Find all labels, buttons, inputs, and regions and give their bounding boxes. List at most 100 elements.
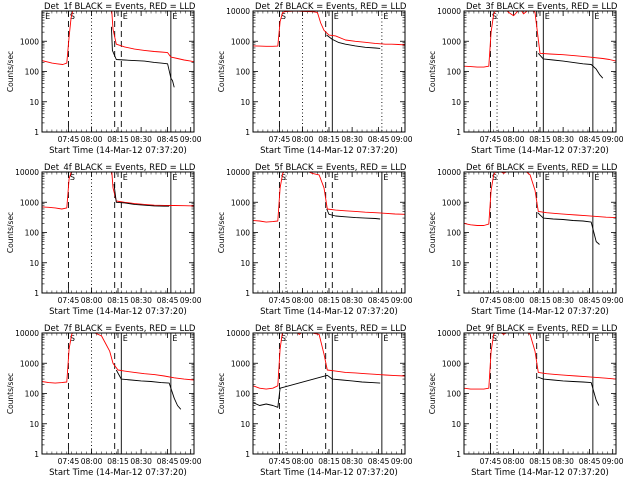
x-tick-label: 08:45	[157, 135, 179, 144]
series-events	[326, 34, 381, 49]
x-tick-label: 08:15	[107, 296, 129, 305]
y-tick-label: 10000	[226, 168, 250, 177]
series-group	[464, 11, 616, 79]
y-tick-label: 10	[451, 98, 461, 107]
x-tick-label: 08:00	[81, 135, 103, 144]
x-tick-label: 08:45	[368, 457, 390, 466]
y-tick-label: 1	[245, 450, 250, 459]
x-tick-label: 08:30	[341, 296, 363, 305]
plot-frame	[463, 10, 617, 133]
chart-panel-6: Det_6f BLACK = Events, RED = LLD Start Ti…	[428, 163, 624, 317]
y-tick-label: 1	[456, 128, 461, 137]
series-group	[42, 11, 194, 88]
x-tick-label: 08:45	[579, 457, 601, 466]
x-tick-label: 07:45	[480, 296, 502, 305]
chart-title: Det_6f BLACK = Events, RED = LLD	[466, 163, 618, 173]
series-group	[464, 172, 616, 245]
x-tick-label: 08:00	[292, 457, 314, 466]
x-tick-label: 07:45	[58, 296, 80, 305]
x-tick-label: 07:45	[269, 135, 291, 144]
y-tick-label: 10000	[15, 329, 39, 338]
series-group	[253, 11, 405, 49]
chart-panel-2: Det_2f BLACK = Events, RED = LLD Start Ti…	[217, 2, 413, 156]
y-tick-label: 1000	[231, 37, 250, 46]
series-group	[464, 333, 616, 406]
x-tick-label: 08:00	[81, 296, 103, 305]
y-tick-label: 10	[240, 420, 250, 429]
x-tick-label: 08:00	[292, 135, 314, 144]
x-tick-label: 08:00	[503, 457, 525, 466]
plot-frame	[252, 10, 406, 133]
x-tick-label: 08:15	[529, 296, 551, 305]
series-events	[537, 376, 600, 406]
x-tick-label: 08:45	[368, 296, 390, 305]
y-axis-label: Counts/sec	[217, 212, 226, 253]
marker-label: S	[492, 334, 497, 343]
x-axis-label: Start Time (14-Mar-12 07:37:20)	[49, 307, 187, 317]
y-tick-label: 10	[29, 420, 39, 429]
series-group	[42, 172, 194, 210]
x-tick-label: 08:30	[341, 457, 363, 466]
y-tick-label: 1	[456, 450, 461, 459]
marker-label: E	[545, 173, 550, 182]
x-tick-label: 08:45	[157, 457, 179, 466]
x-tick-label: 08:45	[368, 135, 390, 144]
marker-label: S	[70, 173, 75, 182]
series-lld	[42, 333, 194, 384]
chart-title: Det_8f BLACK = Events, RED = LLD	[255, 324, 407, 334]
y-axis-label: Counts/sec	[428, 212, 437, 253]
chart-panel-5: Det_5f BLACK = Events, RED = LLD Start Ti…	[217, 163, 413, 317]
series-lld	[42, 172, 194, 210]
marker-label: E	[594, 12, 599, 21]
x-tick-label: 08:15	[318, 296, 340, 305]
marker-label: E	[172, 12, 177, 21]
x-tick-label: 08:45	[157, 296, 179, 305]
plot-frame	[252, 171, 406, 294]
series-events	[113, 183, 170, 207]
y-tick-label: 10	[451, 259, 461, 268]
x-axis-label: Start Time (14-Mar-12 07:37:20)	[471, 468, 609, 478]
y-tick-label: 1000	[231, 359, 250, 368]
x-axis-label: Start Time (14-Mar-12 07:37:20)	[260, 146, 398, 156]
x-tick-label: 09:00	[180, 296, 202, 305]
marker-label: E	[45, 12, 50, 21]
y-tick-label: 10000	[15, 168, 39, 177]
y-tick-label: 10	[29, 98, 39, 107]
x-tick-label: 08:30	[130, 135, 152, 144]
y-tick-label: 1	[34, 289, 39, 298]
chart-panel-7: Det_7f BLACK = Events, RED = LLD Start Ti…	[6, 324, 202, 478]
y-tick-label: 100	[447, 68, 462, 77]
x-tick-label: 08:30	[552, 135, 574, 144]
chart-title: Det_3f BLACK = Events, RED = LLD	[466, 2, 618, 12]
x-axis-label: Start Time (14-Mar-12 07:37:20)	[471, 146, 609, 156]
y-tick-label: 1000	[442, 37, 461, 46]
y-tick-label: 100	[236, 229, 251, 238]
y-tick-label: 100	[25, 68, 40, 77]
marker-label: E	[172, 334, 177, 343]
chart-title: Det_4f BLACK = Events, RED = LLD	[44, 163, 196, 173]
x-tick-label: 09:00	[602, 135, 624, 144]
y-tick-label: 10000	[226, 329, 250, 338]
y-tick-label: 10	[240, 259, 250, 268]
x-tick-label: 07:45	[58, 135, 80, 144]
series-lld	[42, 11, 194, 65]
chart-title: Det_1f BLACK = Events, RED = LLD	[44, 2, 196, 12]
marker-label: E	[545, 334, 550, 343]
x-tick-label: 09:00	[391, 296, 413, 305]
chart-panel-1: Det_1f BLACK = Events, RED = LLD Start Ti…	[6, 2, 202, 156]
y-tick-label: 10000	[437, 7, 461, 16]
chart-title: Det_5f BLACK = Events, RED = LLD	[255, 163, 407, 173]
y-axis-label: Counts/sec	[6, 51, 15, 92]
marker-label: S	[70, 12, 75, 21]
marker-label: S	[281, 334, 286, 343]
plot-frame	[463, 332, 617, 455]
x-tick-label: 07:45	[269, 457, 291, 466]
series-events	[537, 53, 604, 79]
x-tick-label: 07:45	[269, 296, 291, 305]
y-axis-label: Counts/sec	[6, 373, 15, 414]
y-axis-label: Counts/sec	[428, 373, 437, 414]
x-tick-label: 07:45	[480, 135, 502, 144]
y-axis-label: Counts/sec	[6, 212, 15, 253]
x-tick-label: 08:30	[552, 457, 574, 466]
